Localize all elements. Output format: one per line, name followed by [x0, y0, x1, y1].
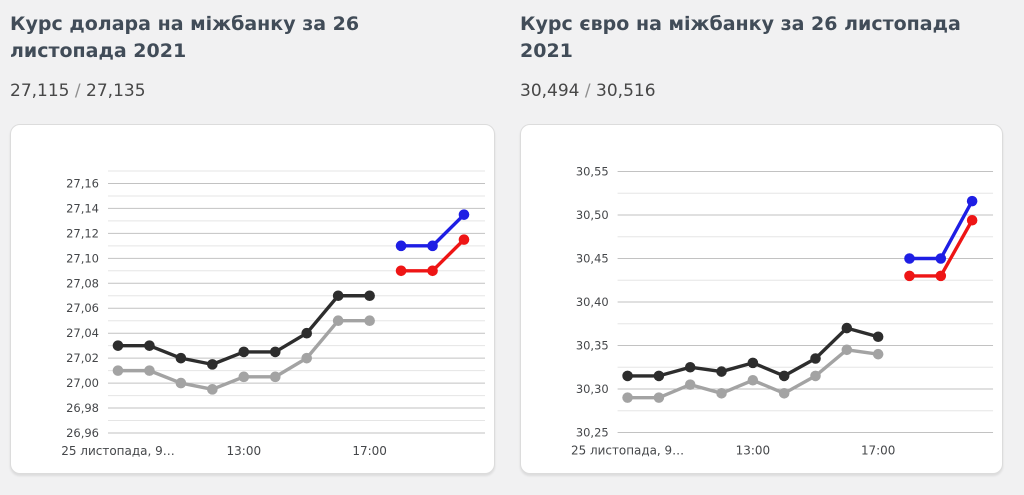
- usd-bid-value: 27,115: [10, 81, 70, 101]
- y-axis-label: 30,35: [576, 338, 609, 352]
- prev-day-upper-point[interactable]: [622, 370, 633, 382]
- usd-panel: Курс долара на міжбанку за 26 листопада …: [10, 4, 495, 474]
- today-lower-point[interactable]: [904, 270, 915, 282]
- today-upper-point[interactable]: [427, 240, 438, 252]
- x-axis-label: 17:00: [352, 444, 387, 458]
- usd-chart-title: Курс долара на міжбанку за 26 листопада …: [10, 4, 495, 66]
- prev-day-upper-point[interactable]: [144, 340, 155, 351]
- today-upper-point[interactable]: [935, 253, 947, 264]
- prev-day-upper-point[interactable]: [653, 370, 665, 382]
- y-axis-label: 27,14: [66, 201, 99, 215]
- y-axis-label: 27,12: [66, 226, 99, 240]
- y-axis-label: 30,30: [576, 382, 609, 396]
- prev-day-upper-point[interactable]: [841, 322, 853, 334]
- y-axis-label: 27,10: [66, 251, 99, 265]
- today-lower-point[interactable]: [458, 234, 470, 245]
- y-axis-label: 27,00: [66, 376, 99, 390]
- eur-chart-title-text: Курс євро на міжбанку за 26 листопада 20…: [520, 12, 961, 63]
- eur-chart: 30,25 30,30 30,35 30,40 30,45 30,50 30,55 25 ли…: [571, 165, 994, 457]
- prev-day-upper-point[interactable]: [810, 353, 821, 364]
- prev-day-lower-point[interactable]: [238, 371, 250, 383]
- today-upper-point[interactable]: [966, 195, 978, 207]
- today-lower-point[interactable]: [935, 270, 947, 282]
- prev-day-upper-point[interactable]: [778, 370, 790, 382]
- y-axis-label: 27,04: [66, 326, 99, 340]
- usd-current-rates: 27,115 / 27,135: [10, 81, 495, 101]
- today-upper-point[interactable]: [395, 240, 407, 252]
- eur-current-rates: 30,494 / 30,516: [520, 81, 1003, 101]
- x-axis-label: 13:00: [736, 443, 770, 457]
- prev-day-lower-point[interactable]: [332, 315, 344, 327]
- usd-rate-separator: /: [74, 81, 81, 101]
- prev-day-upper-point[interactable]: [238, 346, 250, 358]
- y-axis-label: 27,16: [66, 176, 99, 190]
- eur-bid-value: 30,494: [520, 81, 580, 101]
- y-axis-label: 26,96: [66, 426, 99, 440]
- prev-day-upper-point[interactable]: [301, 327, 313, 339]
- prev-day-upper-point[interactable]: [207, 359, 218, 370]
- today-upper-point[interactable]: [904, 253, 915, 264]
- y-axis-label: 30,55: [576, 165, 609, 179]
- usd-chart: 26,96 26,98 27,00 27,02 27,04 27,06 27,08 27,10…: [61, 170, 485, 458]
- x-axis-label: 25 листопада, 9…: [61, 444, 175, 458]
- eur-panel: Курс євро на міжбанку за 26 листопада 20…: [520, 4, 1003, 474]
- today-lower-point[interactable]: [966, 214, 978, 226]
- prev-day-lower-point[interactable]: [301, 352, 313, 364]
- prev-day-lower-point[interactable]: [716, 388, 727, 399]
- prev-day-lower-point[interactable]: [207, 384, 218, 395]
- eur-rate-separator: /: [584, 81, 591, 101]
- prev-day-upper-point[interactable]: [872, 331, 884, 343]
- today-upper-point[interactable]: [458, 209, 470, 220]
- prev-day-upper-line: [625, 326, 880, 378]
- prev-day-lower-point[interactable]: [112, 365, 124, 376]
- eur-chart-title: Курс євро на міжбанку за 26 листопада 20…: [520, 4, 1003, 66]
- today-lower-point[interactable]: [395, 265, 407, 277]
- today-lower-point[interactable]: [427, 265, 438, 277]
- prev-day-lower-point[interactable]: [841, 344, 853, 356]
- prev-day-lower-point[interactable]: [622, 392, 633, 403]
- prev-day-upper-point[interactable]: [332, 290, 344, 302]
- x-axis-label: 25 листопада, 9…: [571, 443, 684, 457]
- y-axis-label: 27,06: [66, 301, 99, 315]
- prev-day-lower-point[interactable]: [747, 374, 759, 386]
- y-axis-label: 30,25: [576, 425, 609, 439]
- prev-day-lower-point[interactable]: [810, 370, 821, 382]
- y-axis-label: 26,98: [66, 401, 99, 415]
- prev-day-upper-point[interactable]: [716, 366, 727, 377]
- y-axis-label: 30,50: [576, 208, 609, 222]
- prev-day-lower-point[interactable]: [144, 365, 155, 376]
- prev-day-lower-point[interactable]: [653, 392, 665, 403]
- x-axis-label: 17:00: [861, 443, 895, 457]
- prev-day-lower-point[interactable]: [364, 315, 375, 327]
- today-lower-line: [907, 218, 974, 278]
- eur-ask-value: 30,516: [596, 81, 656, 101]
- prev-day-upper-point[interactable]: [112, 340, 124, 351]
- usd-ask-value: 27,135: [86, 81, 146, 101]
- usd-chart-card: 26,96 26,98 27,00 27,02 27,04 27,06 27,08 27,10…: [10, 124, 495, 474]
- prev-day-upper-point[interactable]: [175, 352, 187, 364]
- prev-day-lower-point[interactable]: [269, 371, 281, 383]
- prev-day-lower-point[interactable]: [684, 379, 696, 390]
- today-upper-line: [907, 199, 974, 261]
- prev-day-lower-point[interactable]: [175, 377, 187, 389]
- prev-day-upper-point[interactable]: [747, 357, 759, 369]
- eur-chart-card: 30,25 30,30 30,35 30,40 30,45 30,50 30,55 25 ли…: [520, 124, 1003, 474]
- usd-chart-title-text: Курс долара на міжбанку за 26 листопада …: [10, 12, 360, 63]
- prev-day-upper-point[interactable]: [269, 346, 281, 358]
- prev-day-upper-point[interactable]: [364, 290, 375, 302]
- prev-day-lower-point[interactable]: [778, 388, 790, 399]
- y-axis-label: 30,40: [576, 295, 609, 309]
- prev-day-lower-point[interactable]: [872, 348, 884, 360]
- y-axis-label: 27,02: [66, 351, 99, 365]
- y-axis-label: 30,45: [576, 251, 609, 265]
- prev-day-upper-point[interactable]: [684, 361, 696, 373]
- exchange-rates-widget: Курс долара на міжбанку за 26 листопада …: [10, 4, 1003, 474]
- x-axis-label: 13:00: [227, 444, 262, 458]
- y-axis-label: 27,08: [66, 276, 99, 290]
